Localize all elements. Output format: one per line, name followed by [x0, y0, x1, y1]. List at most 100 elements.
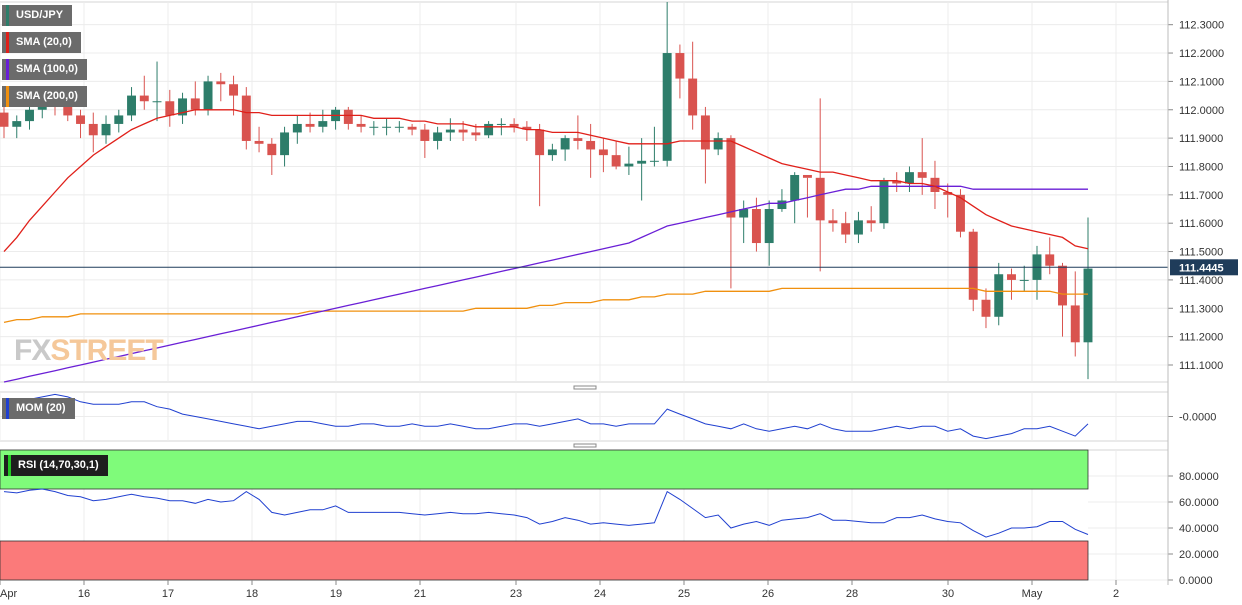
candle[interactable] — [445, 118, 455, 141]
candle[interactable] — [764, 200, 774, 266]
candle[interactable] — [484, 121, 494, 139]
price-tick-label: 111.8000 — [1179, 161, 1223, 173]
candle[interactable] — [343, 106, 353, 130]
candle[interactable] — [700, 106, 710, 184]
candle[interactable] — [713, 132, 723, 156]
candle[interactable] — [241, 87, 251, 150]
symbol-label: USD/JPY — [16, 9, 64, 21]
mom-legend[interactable]: MOM (20) — [2, 398, 75, 419]
candle[interactable] — [509, 118, 519, 133]
candle[interactable] — [1058, 262, 1067, 337]
candle[interactable] — [598, 138, 608, 173]
candle[interactable] — [267, 138, 277, 175]
candle[interactable] — [943, 183, 953, 218]
candle[interactable] — [662, 2, 672, 167]
candle[interactable] — [1007, 268, 1016, 300]
candle[interactable] — [12, 115, 22, 139]
panel-resize-handle[interactable] — [573, 443, 597, 448]
candle[interactable] — [892, 172, 902, 192]
price-tick-label: 111.2000 — [1179, 332, 1223, 344]
candle[interactable] — [382, 118, 392, 136]
candle-body — [76, 115, 85, 124]
candle-body — [382, 126, 392, 128]
candle[interactable] — [535, 123, 545, 207]
candle[interactable] — [88, 112, 98, 153]
candle[interactable] — [165, 89, 175, 127]
candle[interactable] — [688, 41, 698, 130]
candle[interactable] — [139, 75, 149, 110]
x-tick-label: 24 — [594, 588, 606, 600]
candle[interactable] — [1019, 265, 1029, 292]
candle[interactable] — [841, 211, 851, 244]
candle[interactable] — [101, 115, 111, 144]
candle-body — [917, 172, 927, 178]
candle-body — [1070, 305, 1080, 343]
candle[interactable] — [586, 123, 596, 178]
candle[interactable] — [994, 262, 1004, 326]
candle[interactable] — [853, 211, 863, 244]
candle[interactable] — [624, 146, 634, 175]
symbol-legend[interactable]: USD/JPY — [2, 5, 73, 26]
momentum-panel[interactable] — [4, 393, 1089, 440]
candle[interactable] — [254, 126, 264, 153]
rsi-legend[interactable]: RSI (14,70,30,1) — [4, 455, 108, 476]
candle-body — [662, 53, 672, 161]
candle[interactable] — [318, 109, 328, 133]
candle-body — [496, 123, 506, 125]
candle[interactable] — [114, 109, 124, 133]
candle[interactable] — [904, 166, 914, 192]
candle[interactable] — [420, 123, 430, 158]
candle[interactable] — [433, 126, 443, 150]
candle[interactable] — [547, 143, 557, 161]
sma20-legend[interactable]: SMA (20,0) — [2, 32, 81, 53]
candle[interactable] — [1070, 271, 1080, 357]
candle[interactable] — [611, 140, 621, 170]
sma100-legend[interactable]: SMA (100,0) — [2, 59, 87, 80]
x-tick-label: 25 — [678, 588, 690, 600]
panel-resize-handle[interactable] — [573, 385, 597, 390]
candle[interactable] — [675, 44, 685, 99]
candle[interactable] — [203, 75, 213, 116]
candle[interactable] — [981, 288, 991, 329]
candle[interactable] — [394, 121, 404, 133]
candle[interactable] — [292, 115, 302, 144]
candle[interactable] — [522, 121, 532, 141]
price-panel[interactable] — [0, 2, 1168, 383]
candle[interactable] — [866, 206, 876, 232]
candle[interactable] — [777, 189, 787, 212]
candle[interactable] — [76, 109, 85, 139]
candle-body — [394, 126, 404, 128]
candle[interactable] — [1045, 237, 1055, 275]
candle[interactable] — [369, 121, 379, 136]
candle[interactable] — [216, 72, 226, 102]
candle[interactable] — [152, 61, 162, 122]
sma100-line — [3, 185, 1088, 383]
candle[interactable] — [828, 209, 838, 232]
candle-body — [624, 163, 634, 167]
candle[interactable] — [968, 228, 978, 312]
candle-body — [127, 95, 136, 116]
mom-swatch — [6, 398, 9, 419]
candle[interactable] — [356, 115, 366, 133]
rsi-panel[interactable] — [0, 449, 1089, 581]
candle-body — [764, 209, 774, 244]
candle[interactable] — [1083, 217, 1093, 380]
candle[interactable] — [739, 200, 749, 244]
candle[interactable] — [815, 98, 825, 272]
candle[interactable] — [280, 126, 290, 167]
candle[interactable] — [178, 92, 188, 124]
candle[interactable] — [229, 75, 239, 116]
sma20-label: SMA (20,0) — [16, 36, 72, 48]
sma200-legend[interactable]: SMA (200,0) — [2, 86, 87, 107]
sma20-swatch — [6, 32, 9, 53]
candle[interactable] — [879, 177, 889, 229]
candle[interactable] — [917, 138, 927, 195]
candle[interactable] — [649, 126, 659, 167]
candle[interactable] — [637, 138, 647, 201]
candle[interactable] — [127, 87, 136, 122]
candle[interactable] — [790, 172, 800, 224]
candle[interactable] — [407, 123, 417, 136]
candle[interactable] — [930, 160, 940, 210]
candle[interactable] — [560, 135, 570, 161]
